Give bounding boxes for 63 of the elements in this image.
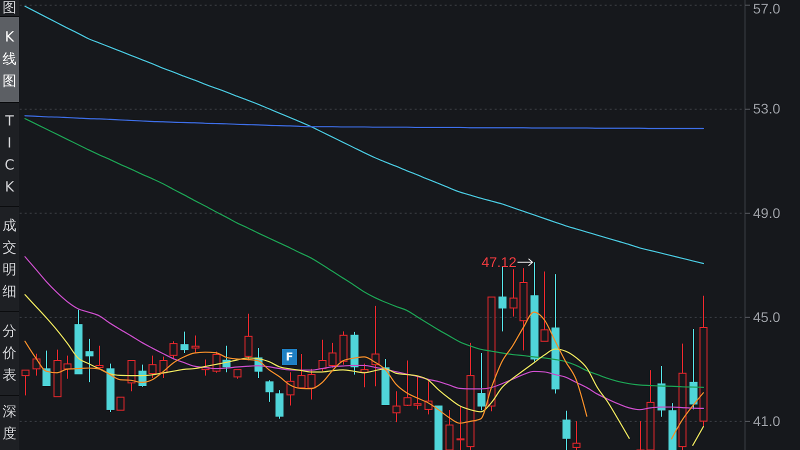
candlestick [180,331,188,354]
candlestick [298,354,306,388]
y-tick-label: 45.0 [753,308,780,325]
candlestick [266,380,274,402]
candlestick [572,420,580,450]
candlestick [74,309,82,374]
candlestick [498,266,506,332]
candlestick [540,271,548,342]
candlestick [308,368,316,400]
text: 分价表 [2,324,16,384]
candlestick [690,328,698,410]
candlestick [64,355,72,380]
candlestick [96,345,104,370]
candlestick [202,358,210,376]
candlestick [372,305,380,387]
candlestick [520,268,528,351]
candlestick [328,342,336,368]
text: 成交明细 [2,218,16,300]
candlestick [404,360,412,407]
y-tick-label: 49.0 [753,204,780,221]
candlestick [192,335,200,354]
candlestick [106,363,114,413]
candlestick [510,268,518,318]
candlestick [456,406,464,450]
text: K线图 [2,30,16,90]
y-tick-label: 41.0 [753,412,780,429]
candlestick [128,360,136,392]
candlestick [414,376,422,410]
candlestick [286,372,294,406]
candlestick [530,262,538,362]
candlestick [382,358,390,405]
candlestick [360,363,368,388]
candlestick [86,338,94,383]
annotation: F [286,350,294,364]
line-series [24,256,704,410]
candlestick [636,420,644,450]
candlestick [160,356,168,378]
candlestick [22,370,30,396]
text: 深度 [2,404,16,442]
candlestick [562,410,570,450]
candlestick [276,390,284,420]
y-tick-label: 53.0 [753,100,780,117]
candlestick [42,350,50,386]
candlestick [318,339,326,372]
candlestick [424,380,432,415]
candlestick [392,390,400,423]
line-series [24,115,704,130]
y-tick-label: 57.0 [753,0,780,16]
candlestick [350,331,358,376]
candlestick [32,353,40,376]
candlestick [658,365,666,418]
candlestick [478,352,486,411]
candlestick [148,355,156,378]
candlestick [466,342,474,450]
candlestick [244,313,252,361]
text: TICK [4,114,15,196]
candlestick [678,343,686,450]
annotation: 47.12 [481,254,517,270]
candlestick [552,274,560,394]
candlestick [446,409,454,450]
candlestick [700,295,708,428]
candlestick [646,370,654,450]
candlestick [54,349,62,398]
